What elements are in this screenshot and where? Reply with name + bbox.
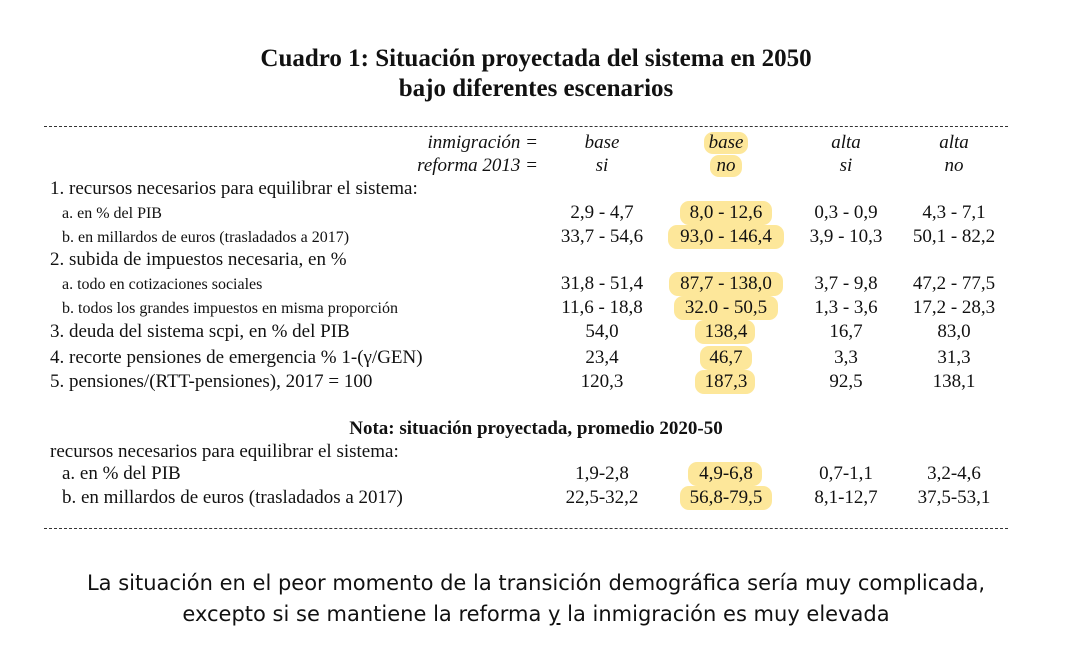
bottom-rule <box>44 528 1008 529</box>
col4-reform: no <box>944 155 964 176</box>
immigration-label: inmigración = <box>427 132 538 153</box>
row-1a-col3: 0,3 - 0,9 <box>814 202 878 223</box>
note-row-a-col1: 1,9-2,8 <box>575 463 629 484</box>
row-5-col2: 187,3 <box>704 371 748 392</box>
footer-line-2-after: la inmigración es muy elevada <box>560 602 890 626</box>
row-2a-label: a. todo en cotizaciones sociales <box>62 276 263 293</box>
row-2b-col4: 17,2 - 28,3 <box>912 297 996 318</box>
row-3-col1: 54,0 <box>585 321 619 342</box>
col2-reform: no <box>716 155 736 176</box>
row-2a-col4: 47,2 - 77,5 <box>912 273 996 294</box>
header-highlight-no <box>710 155 742 177</box>
col1-immigration: base <box>584 132 620 153</box>
note-row-a-label: a. en % del PIB <box>62 463 181 484</box>
row-4-col3: 3,3 <box>834 347 858 368</box>
highlight-note-a <box>688 462 762 486</box>
title-line-2: bajo diferentes escenarios <box>398 75 674 102</box>
note-row-a-col3: 0,7-1,1 <box>819 463 873 484</box>
row-2b-col2: 32.0 - 50,5 <box>684 297 768 318</box>
note-title: Nota: situación proyectada, promedio 202… <box>349 418 723 439</box>
footer-line-2: excepto si se mantiene la reforma y la i… <box>0 602 1072 626</box>
row-1b-label: b. en millardos de euros (trasladados a … <box>62 229 350 246</box>
row-3-label: 3. deuda del sistema scpi, en % del PIB <box>50 321 350 342</box>
highlight-row-1a <box>680 201 772 225</box>
row-1b-col3: 3,9 - 10,3 <box>809 226 883 247</box>
row-2b-col1: 11,6 - 18,8 <box>561 297 643 318</box>
note-row-a-col4: 3,2-4,6 <box>927 463 981 484</box>
row-2a-col3: 3,7 - 9,8 <box>814 273 878 294</box>
reform-label: reforma 2013 = <box>417 155 538 176</box>
row-1a-label: a. en % del PIB <box>62 205 162 222</box>
highlight-row-5 <box>695 370 755 394</box>
footer-line-1: La situación en el peor momento de la tr… <box>86 571 986 595</box>
row-3-col3: 16,7 <box>829 321 863 342</box>
highlight-row-1b <box>668 225 784 249</box>
highlight-row-3 <box>695 320 755 344</box>
row-1b-col4: 50,1 - 82,2 <box>912 226 996 247</box>
highlight-row-2a <box>669 272 783 296</box>
note-row-b-col1: 22,5-32,2 <box>565 487 639 508</box>
row-5-col1: 120,3 <box>580 371 624 392</box>
note-row-b-col2: 56,8-79,5 <box>689 487 763 508</box>
row-1a-col4: 4,3 - 7,1 <box>922 202 986 223</box>
note-subtitle: recursos necesarios para equilibrar el s… <box>50 441 399 462</box>
row-4-col2: 46,7 <box>709 347 743 368</box>
highlight-note-b <box>680 486 772 510</box>
table-title: Cuadro 1: Situación proyectada del siste… <box>0 44 1072 104</box>
footer-underlined-word: y <box>548 602 561 626</box>
highlight-row-2b <box>674 296 778 320</box>
row-2a-col1: 31,8 - 51,4 <box>560 273 644 294</box>
title-line-1: Cuadro 1: Situación proyectada del siste… <box>260 45 812 72</box>
col4-immigration: alta <box>939 132 969 153</box>
col3-immigration: alta <box>831 132 861 153</box>
note-row-b-label: b. en millardos de euros (trasladados a … <box>62 487 403 508</box>
col2-immigration: base <box>708 132 744 153</box>
header-highlight-base <box>704 132 748 154</box>
row-4-col4: 31,3 <box>937 347 971 368</box>
row-2a-col2: 87,7 - 138,0 <box>680 273 772 294</box>
row-2-label: 2. subida de impuestos necesaria, en % <box>50 249 347 270</box>
row-1-label: 1. recursos necesarios para equilibrar e… <box>50 178 418 199</box>
highlight-row-4 <box>700 346 752 370</box>
row-5-label: 5. pensiones/(RTT-pensiones), 2017 = 100 <box>50 371 373 392</box>
row-3-col4: 83,0 <box>937 321 971 342</box>
note-row-b-col3: 8,1-12,7 <box>814 487 878 508</box>
row-3-col2: 138,4 <box>704 321 748 342</box>
row-5-col4: 138,1 <box>932 371 976 392</box>
row-5-col3: 92,5 <box>829 371 863 392</box>
footer-line-2-before: excepto si se mantiene la reforma <box>182 602 549 626</box>
note-row-b-col4: 37,5-53,1 <box>917 487 991 508</box>
col3-reform: si <box>839 155 853 176</box>
row-1b-col1: 33,7 - 54,6 <box>560 226 644 247</box>
row-1b-col2: 93,0 - 146,4 <box>680 226 772 247</box>
row-2b-col3: 1,3 - 3,6 <box>814 297 878 318</box>
col1-reform: si <box>595 155 609 176</box>
row-4-label: 4. recorte pensiones de emergencia % 1-(… <box>50 347 423 368</box>
row-4-col1: 23,4 <box>585 347 619 368</box>
row-1a-col1: 2,9 - 4,7 <box>570 202 634 223</box>
note-row-a-col2: 4,9-6,8 <box>699 463 753 484</box>
row-1a-col2: 8,0 - 12,6 <box>689 202 763 223</box>
row-2b-label: b. todos los grandes impuestos en misma … <box>62 300 398 317</box>
top-rule <box>44 126 1008 127</box>
